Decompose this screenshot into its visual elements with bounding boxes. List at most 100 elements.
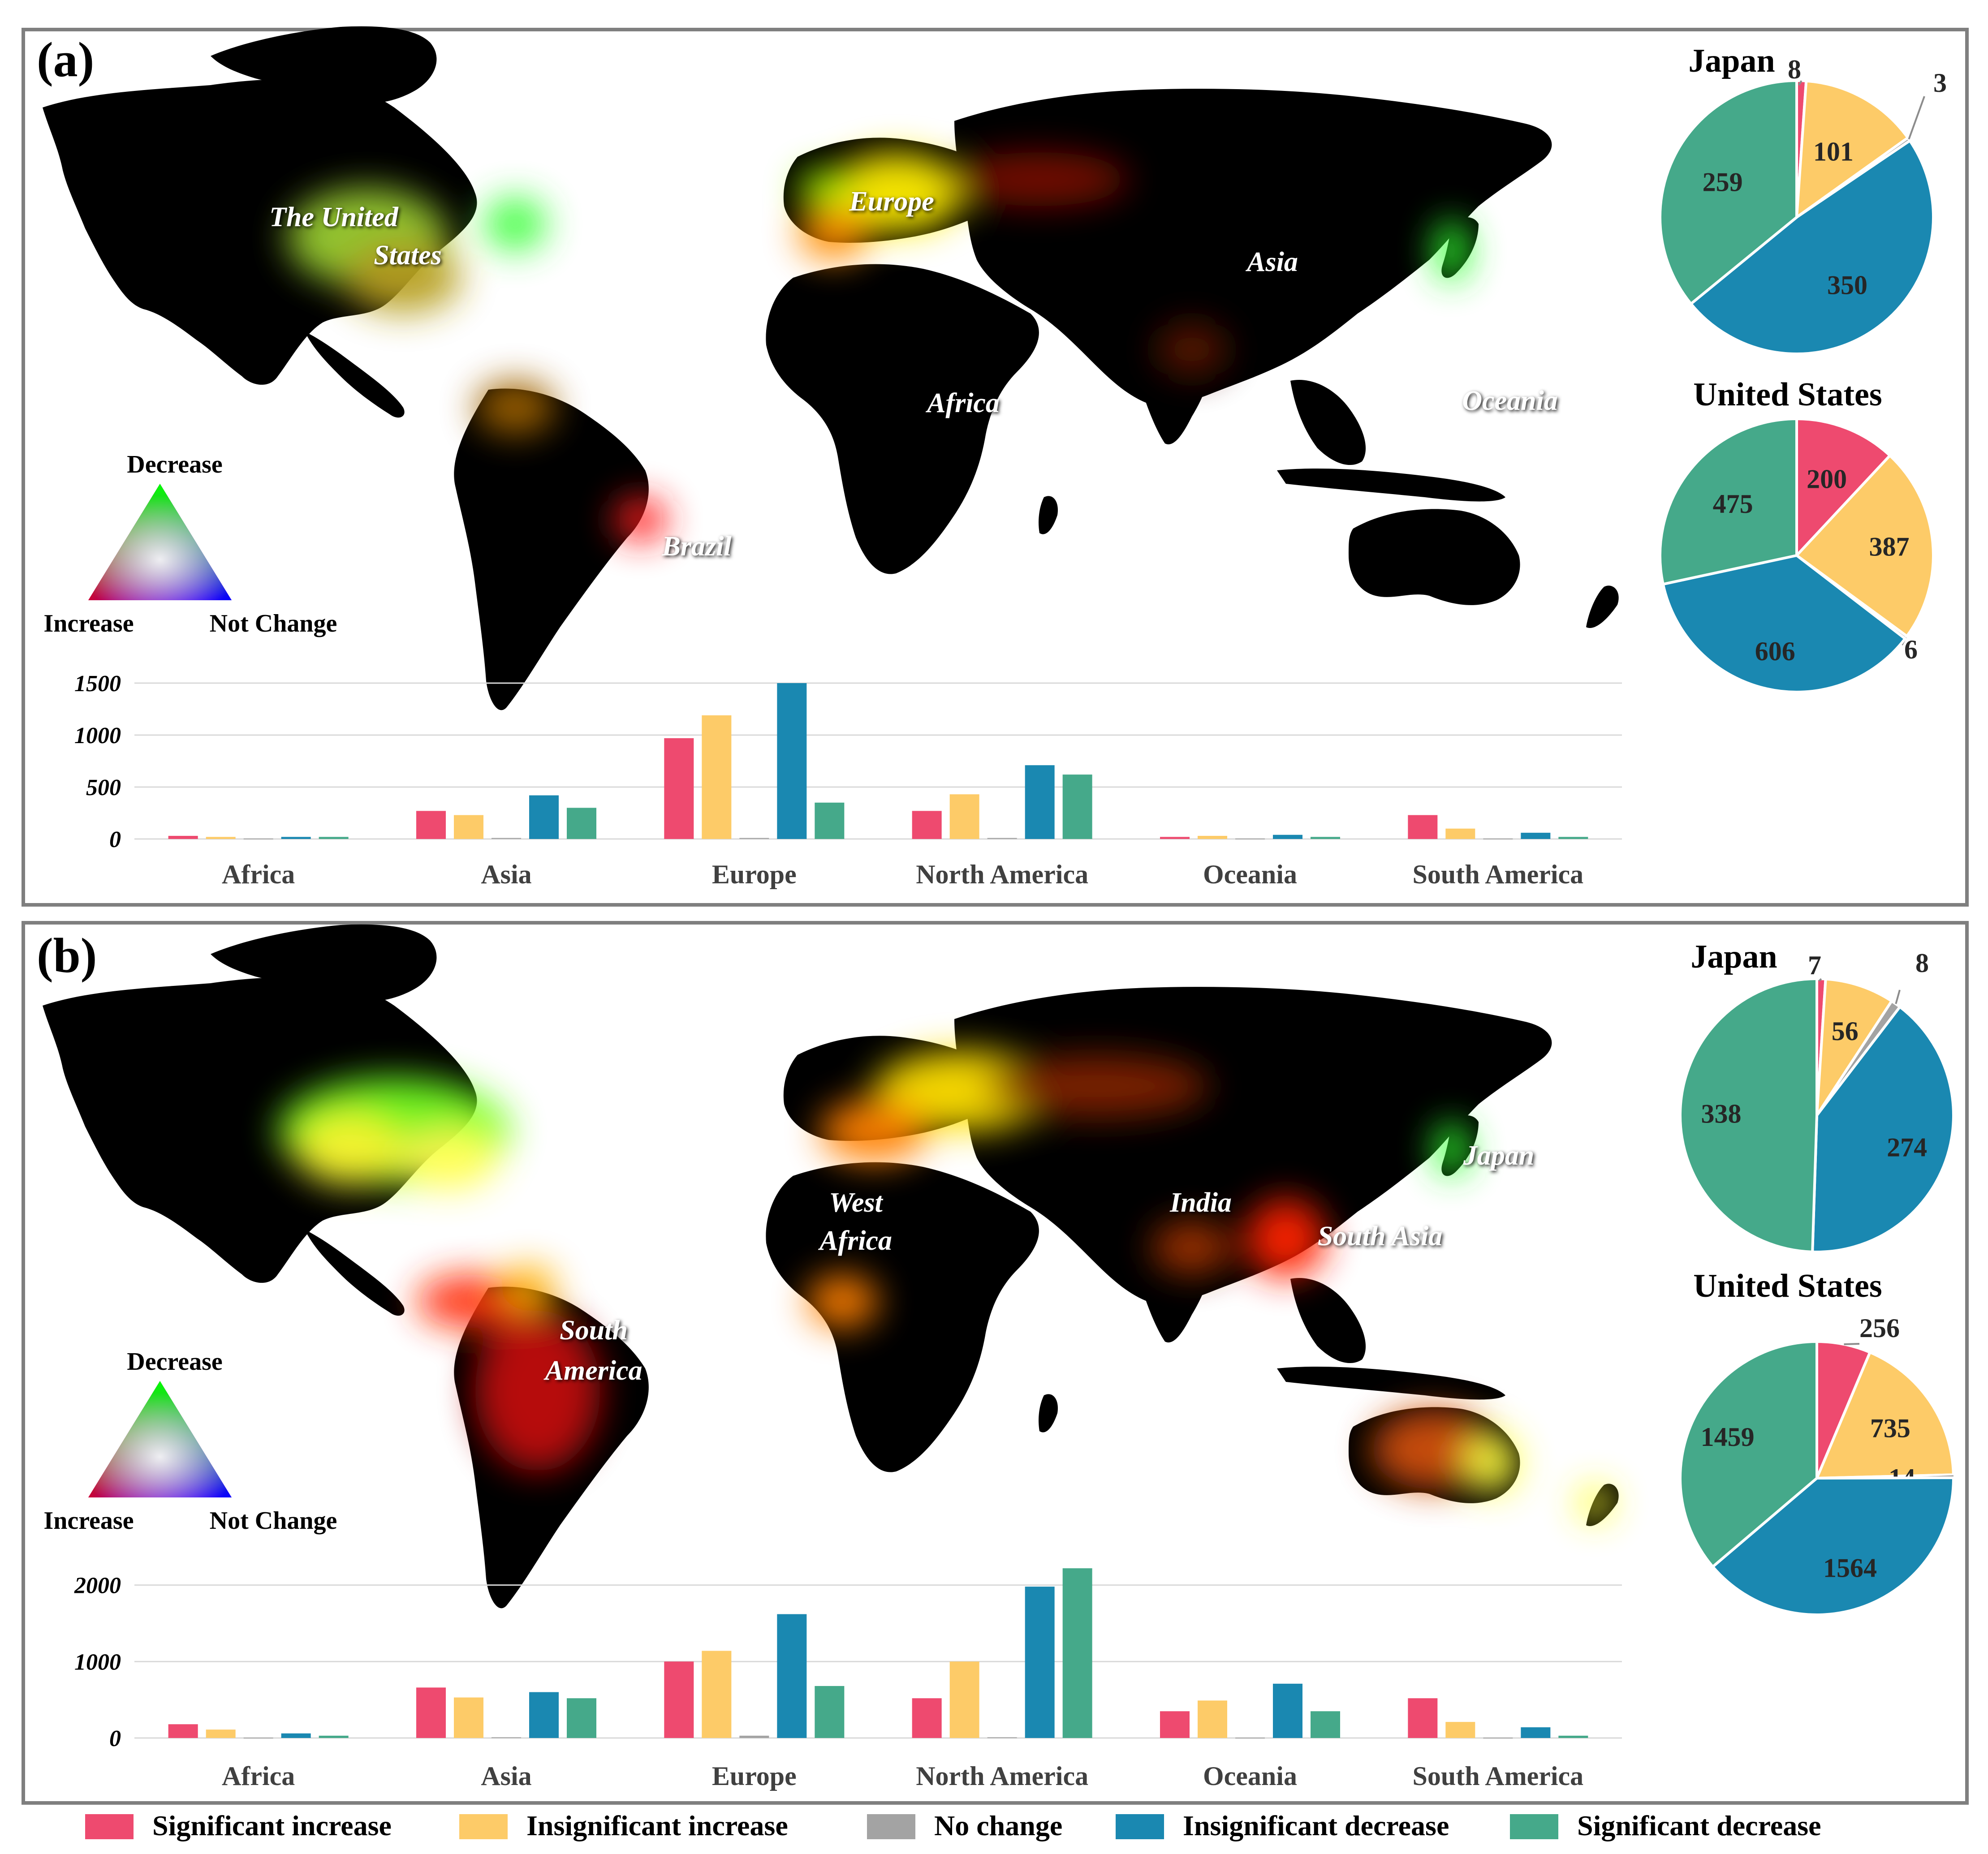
ternary-legend-a: Decrease Increase Not Change: [42, 449, 339, 639]
ternary-triangle: [88, 1381, 232, 1497]
x-category-label: North America: [916, 1761, 1088, 1791]
bar: [567, 1698, 596, 1738]
pie-data-label: 1564: [1823, 1553, 1877, 1583]
map-label: South Asia: [1318, 1221, 1443, 1252]
legend-swatch: [459, 1814, 508, 1839]
bar: [1521, 833, 1551, 839]
bar: [987, 1737, 1017, 1738]
pie-slice: [1689, 138, 1935, 355]
bar-chart-b: 0 1000 2000 Africa Asia Europe North America Oc…: [74, 1568, 1622, 1791]
bar: [664, 1661, 694, 1738]
pie-data-label: 6: [1904, 635, 1918, 664]
x-category-label: Oceania: [1203, 1761, 1297, 1791]
legend-label: No change: [934, 1810, 1062, 1841]
panel-b-map: West Africa South America India South As…: [43, 924, 1619, 1609]
bar: [664, 738, 694, 839]
map-label: Africa: [818, 1226, 892, 1256]
bar-chart-a: 0 500 1000 1500 Africa Asia Europe North Americ…: [74, 671, 1622, 889]
pie-data-label: 56: [1832, 1016, 1859, 1046]
bar: [1311, 1711, 1340, 1738]
x-category-label: Europe: [712, 1761, 797, 1791]
map-label: Africa: [925, 388, 1000, 418]
bar: [319, 837, 349, 839]
ternary-label-left: Increase: [43, 1507, 134, 1535]
map-label: Asia: [1245, 247, 1298, 277]
x-category-label: Asia: [481, 860, 531, 889]
pie-slice: [1659, 79, 1798, 306]
ternary-triangle: [88, 484, 232, 600]
map-label: America: [543, 1355, 643, 1386]
ternary-label-top: Decrease: [127, 1348, 223, 1376]
bar: [1198, 1700, 1227, 1738]
bottom-legend: Significant increase Insignificant increa…: [85, 1810, 1821, 1841]
y-tick-label: 1000: [74, 1649, 121, 1675]
pie-chart-a-japan: 8 101 3 350 259 Japan: [1659, 43, 1947, 355]
bar: [702, 1651, 732, 1738]
bar: [1062, 1568, 1092, 1738]
map-label: South: [560, 1315, 628, 1346]
pie-slice: [1661, 554, 1907, 693]
bar: [1521, 1727, 1551, 1738]
bar: [206, 1729, 236, 1738]
pie-data-label: 8: [1915, 948, 1929, 978]
map-label: Japan: [1463, 1140, 1534, 1171]
bar: [949, 1661, 979, 1738]
pie-leader-line: [1818, 978, 1822, 982]
pie-leader-line: [1798, 80, 1803, 86]
bar: [416, 811, 446, 839]
bar: [1408, 815, 1438, 839]
pie-chart-b-japan: 7 56 8 274 338 Japan: [1679, 938, 1955, 1253]
pie-slice: [1815, 977, 1894, 1121]
y-tick-label: 0: [109, 1726, 121, 1751]
bar: [1273, 835, 1302, 839]
legend-label: Insignificant increase: [526, 1810, 788, 1841]
pie-data-label: 1459: [1701, 1422, 1755, 1452]
ternary-legend-b: Decrease Increase Not Change: [42, 1346, 339, 1536]
bar: [1445, 1722, 1475, 1738]
bar: [1311, 837, 1340, 839]
bar: [702, 715, 732, 839]
bar: [949, 794, 979, 839]
map-label: West: [829, 1187, 883, 1218]
bar: [1273, 1683, 1302, 1738]
bar: [567, 808, 596, 839]
x-category-label: South America: [1413, 1761, 1584, 1791]
bar: [1025, 765, 1055, 839]
bar: [1558, 1735, 1588, 1738]
map-label: Europe: [849, 186, 934, 217]
y-tick-label: 2000: [74, 1573, 121, 1599]
pie-title: Japan: [1688, 43, 1775, 79]
bar: [281, 837, 311, 839]
pie-chart-b-us: 2567351415641459United States: [1679, 1268, 1955, 1616]
bar: [1445, 828, 1475, 839]
x-category-label: Africa: [222, 1761, 295, 1791]
pie-slice: [1679, 1340, 1818, 1569]
pie-slice: [1815, 1351, 1955, 1480]
pie-data-label: 350: [1827, 271, 1867, 300]
ternary-label-left: Increase: [43, 610, 134, 637]
bar: [529, 1692, 559, 1738]
y-tick-label: 1000: [74, 723, 121, 748]
pie-data-label: 256: [1859, 1313, 1900, 1343]
bar: [416, 1687, 446, 1738]
pie-data-label: 259: [1703, 168, 1743, 197]
pie-data-label: 200: [1807, 465, 1847, 494]
bar: [281, 1733, 311, 1738]
y-tick-label: 500: [86, 775, 121, 800]
pie-slice: [1659, 417, 1798, 586]
pie-data-label: 8: [1788, 55, 1801, 84]
bar: [492, 838, 521, 839]
ternary-label-right: Not Change: [210, 610, 337, 637]
x-category-label: South America: [1413, 860, 1584, 889]
bar: [1160, 837, 1190, 839]
pie-data-label: 606: [1755, 637, 1795, 666]
legend-swatch: [867, 1814, 915, 1839]
bar: [1160, 1711, 1190, 1738]
bar: [987, 838, 1017, 839]
pie-data-label: 735: [1870, 1413, 1910, 1443]
pie-title: United States: [1693, 376, 1882, 413]
x-category-label: Oceania: [1203, 860, 1297, 889]
panel-a-map: The United States Europe Asia Africa Oce…: [43, 26, 1619, 710]
bar: [1558, 837, 1588, 839]
bar: [454, 1697, 483, 1738]
